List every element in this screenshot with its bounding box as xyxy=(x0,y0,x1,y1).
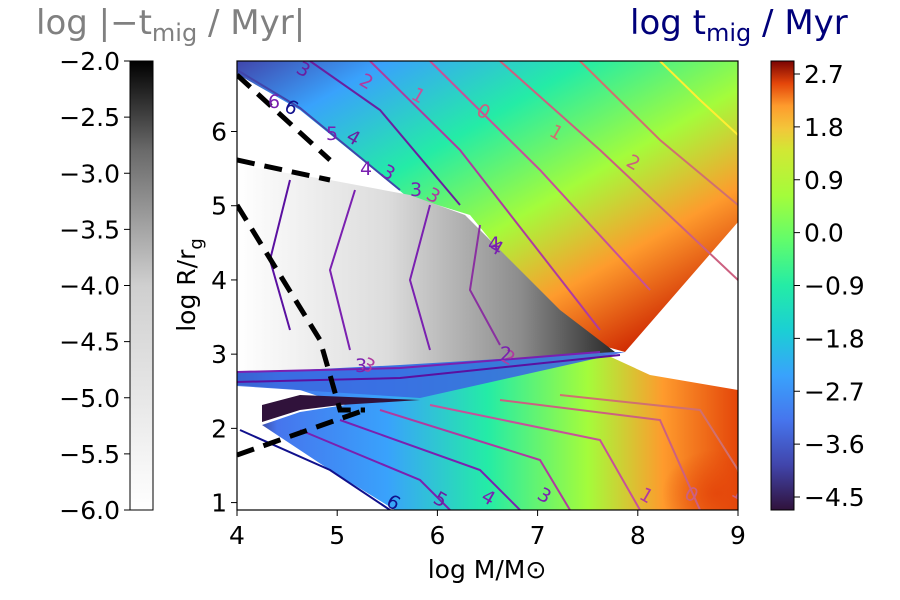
left-colorbar-tick-label: −2.0 xyxy=(59,47,120,76)
right-colorbar-tick-label: 0.0 xyxy=(804,219,844,248)
x-tick-label: 8 xyxy=(630,521,646,550)
positive-contour-label: 1 xyxy=(728,480,749,505)
positive-contour-label: 1 xyxy=(733,455,754,480)
y-tick-label: 4 xyxy=(211,266,227,295)
y-axis-label: log R/rg xyxy=(172,238,207,332)
x-tick-label: 5 xyxy=(329,521,345,550)
right-colorbar-tick-label: −4.5 xyxy=(804,483,865,512)
plot-frame xyxy=(236,60,739,511)
left-colorbar-tick-label: −5.5 xyxy=(59,440,120,469)
left-colorbar-ticks: −2.0 −2.5 −3.0 −3.5 −4.0 −4.5 −5.0 −5.5 −6.0 xyxy=(59,47,130,525)
left-colorbar xyxy=(129,60,154,511)
left-colorbar-title: log |−tmig / Myr| xyxy=(36,3,305,47)
negative-contour-label: 5 xyxy=(326,123,338,145)
y-tick-label: 2 xyxy=(211,414,227,443)
right-colorbar-title: log tmig / Myr xyxy=(630,3,848,47)
x-tick-label: 7 xyxy=(530,521,546,550)
y-tick-label: 1 xyxy=(211,489,227,518)
positive-region-upper xyxy=(237,61,738,352)
x-tick-label: 9 xyxy=(730,521,746,550)
left-colorbar-tick-label: −2.5 xyxy=(59,103,120,132)
x-tick-label: 4 xyxy=(229,521,245,550)
y-tick-label: 6 xyxy=(211,118,227,147)
right-colorbar-tick-label: −0.9 xyxy=(804,272,865,301)
right-colorbar-ticks: 2.7 1.8 0.9 0.0 −0.9 −1.8 −2.7 −3.6 −4.5 xyxy=(794,60,865,512)
negative-region xyxy=(237,165,615,372)
right-colorbar-tick-label: 2.7 xyxy=(804,60,844,89)
left-colorbar-tick-label: −3.0 xyxy=(59,159,120,188)
left-colorbar-tick-label: −6.0 xyxy=(59,496,120,525)
negative-contour-label: 3 xyxy=(410,179,422,201)
y-axis-ticks: 1 2 3 4 5 6 xyxy=(211,118,237,518)
negative-contour-label: 3 xyxy=(355,355,367,377)
left-colorbar-tick-label: −3.5 xyxy=(59,215,120,244)
negative-contour-label: 4 xyxy=(360,158,372,180)
left-colorbar-tick-label: −4.0 xyxy=(59,272,120,301)
right-colorbar-tick-label: −3.6 xyxy=(804,430,865,459)
y-tick-label: 3 xyxy=(211,340,227,369)
left-colorbar-tick-label: −5.0 xyxy=(59,384,120,413)
y-tick-label: 5 xyxy=(211,192,227,221)
negative-contour-label: 6 xyxy=(268,91,280,113)
left-colorbar-tick-label: −4.5 xyxy=(59,328,120,357)
negative-contour-label: 4 xyxy=(488,233,500,255)
right-colorbar-tick-label: 1.8 xyxy=(804,113,844,142)
right-colorbar xyxy=(770,60,795,511)
x-axis-label: log M/M⊙ xyxy=(428,555,547,584)
right-colorbar-tick-label: 0.9 xyxy=(804,166,844,195)
x-tick-label: 6 xyxy=(429,521,445,550)
negative-contour-label: 2 xyxy=(500,343,512,365)
x-axis-ticks: 4 5 6 7 8 9 xyxy=(229,510,746,550)
right-colorbar-tick-label: −1.8 xyxy=(804,324,865,353)
right-colorbar-tick-label: −2.7 xyxy=(804,377,865,406)
